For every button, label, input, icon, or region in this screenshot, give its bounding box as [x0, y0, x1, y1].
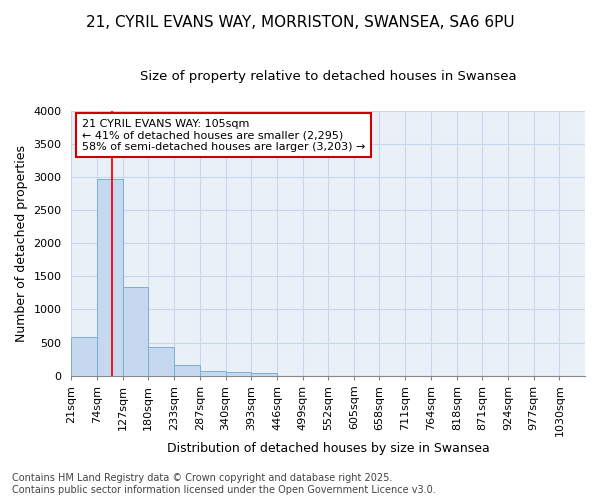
- Bar: [251, 372, 277, 376]
- Text: 21 CYRIL EVANS WAY: 105sqm
← 41% of detached houses are smaller (2,295)
58% of s: 21 CYRIL EVANS WAY: 105sqm ← 41% of deta…: [82, 118, 365, 152]
- Title: Size of property relative to detached houses in Swansea: Size of property relative to detached ho…: [140, 70, 517, 83]
- Bar: [200, 370, 226, 376]
- Text: Contains HM Land Registry data © Crown copyright and database right 2025.
Contai: Contains HM Land Registry data © Crown c…: [12, 474, 436, 495]
- X-axis label: Distribution of detached houses by size in Swansea: Distribution of detached houses by size …: [167, 442, 490, 455]
- Text: 21, CYRIL EVANS WAY, MORRISTON, SWANSEA, SA6 6PU: 21, CYRIL EVANS WAY, MORRISTON, SWANSEA,…: [86, 15, 514, 30]
- Bar: [71, 336, 97, 376]
- Bar: [122, 287, 148, 376]
- Bar: [97, 179, 122, 376]
- Bar: [174, 365, 200, 376]
- Bar: [226, 372, 251, 376]
- Y-axis label: Number of detached properties: Number of detached properties: [15, 144, 28, 342]
- Bar: [148, 347, 174, 376]
